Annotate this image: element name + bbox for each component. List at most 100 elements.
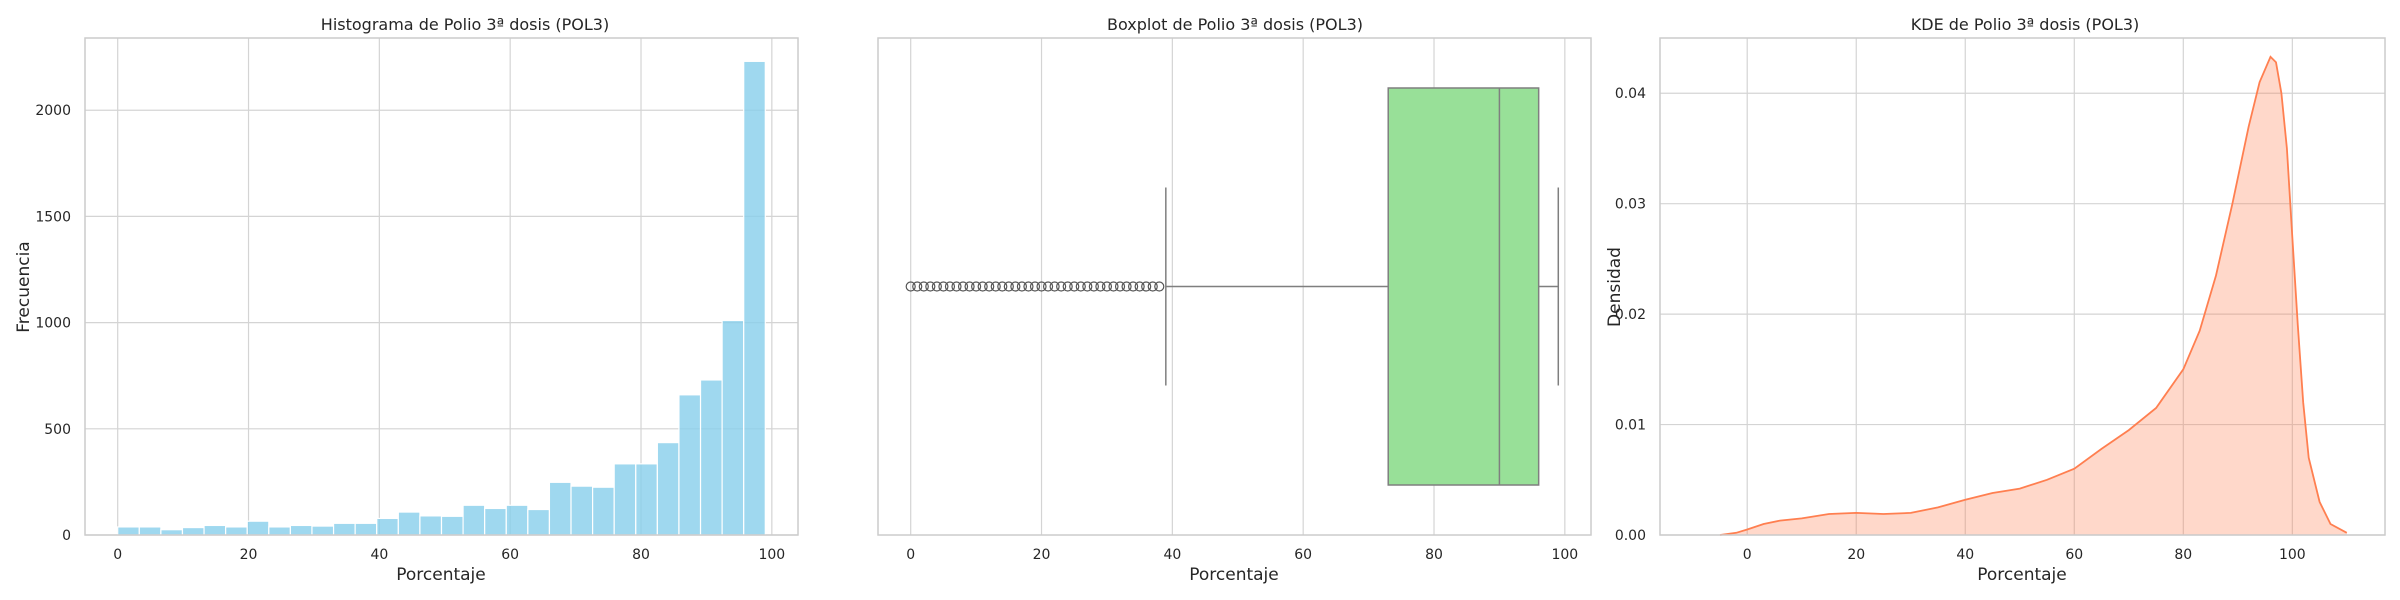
boxplot-x-tick-label: 60 <box>1294 547 1312 563</box>
histogram-bar <box>548 481 572 536</box>
histogram-x-axis-label: Porcentaje <box>396 565 486 585</box>
histogram-y-tick-label: 2000 <box>35 103 71 119</box>
boxplot-outlier <box>905 281 916 292</box>
histogram-x-ticks: 0 20 40 60 80 100 <box>113 547 785 563</box>
boxplot-outlier <box>944 281 956 292</box>
boxplot-x-tick-label: 100 <box>1551 547 1578 563</box>
boxplot-outlier <box>1147 281 1158 292</box>
kde-frame <box>1659 37 2386 536</box>
boxplot-box <box>1387 87 1540 486</box>
kde-y-axis-label: Densidad <box>1605 247 1625 327</box>
boxplot-frame <box>877 37 1592 536</box>
kde-panel: KDE de Polio 3ª dosis (POL3) 0 20 40 60 80 10… <box>1605 15 2386 585</box>
boxplot-outlier <box>1075 281 1086 292</box>
boxplot-outlier <box>1049 281 1060 292</box>
kde-x-tick-label: 40 <box>1956 547 1974 563</box>
histogram-bar <box>160 529 184 536</box>
kde-x-ticks: 0 20 40 60 80 100 <box>1743 547 2306 563</box>
boxplot-title: Boxplot de Polio 3ª dosis (POL3) <box>1107 15 1363 34</box>
kde-y-tick-label: 0.03 <box>1615 197 1646 213</box>
boxplot-outlier <box>1062 281 1073 292</box>
histogram-bar <box>311 525 335 536</box>
histogram-bar <box>678 394 702 536</box>
histogram-bar <box>332 522 356 536</box>
histogram-bar <box>656 442 680 536</box>
boxplot-x-ticks: 0 20 40 60 80 100 <box>906 547 1578 563</box>
kde-y-tick-label: 0.02 <box>1615 307 1646 323</box>
kde-y-tick-label: 0.04 <box>1615 86 1646 102</box>
boxplot-outlier <box>1128 281 1139 292</box>
boxplot-outlier <box>1069 281 1080 292</box>
boxplot-outlier <box>1082 281 1093 292</box>
boxplot-outlier <box>1095 281 1106 292</box>
kde-y-tick-label: 0.01 <box>1615 418 1646 434</box>
histogram-bar <box>440 515 464 536</box>
boxplot-outlier <box>1114 281 1126 292</box>
boxplot-outlier <box>951 281 962 292</box>
histogram-x-tick-label: 80 <box>632 547 650 563</box>
histogram-x-tick-label: 100 <box>758 547 785 563</box>
histogram-bar <box>376 517 399 536</box>
histogram-bar <box>225 526 248 536</box>
histogram-bar <box>505 504 529 536</box>
boxplot-outlier <box>1010 281 1021 292</box>
boxplot-outlier <box>938 281 949 292</box>
boxplot-panel: Boxplot de Polio 3ª dosis (POL3) 0 20 40 60… <box>877 15 1592 585</box>
boxplot-outlier <box>912 281 923 292</box>
kde-line <box>1719 55 2348 536</box>
boxplot-outlier <box>1101 281 1113 292</box>
boxplot-outlier <box>1036 281 1047 292</box>
boxplot-outlier <box>1056 281 1067 292</box>
histogram-frame <box>84 37 799 536</box>
histogram-bar <box>613 463 637 536</box>
histogram-bar <box>268 526 291 536</box>
histogram-bar <box>397 511 421 536</box>
boxplot-marks <box>905 87 1560 486</box>
histogram-title: Histograma de Polio 3ª dosis (POL3) <box>321 15 609 34</box>
histogram-bar <box>138 526 162 536</box>
histogram-x-tick-label: 40 <box>370 547 388 563</box>
histogram-y-tick-label: 0 <box>62 528 71 544</box>
histogram-bar <box>699 379 723 536</box>
boxplot-outlier <box>925 281 936 292</box>
histogram-bar <box>484 507 507 536</box>
histogram-y-tick-label: 1000 <box>35 316 71 332</box>
histogram-y-tick-label: 500 <box>44 422 71 438</box>
kde-y-ticks: 0.00 0.01 0.02 0.03 0.04 <box>1615 86 1646 544</box>
histogram-x-tick-label: 20 <box>240 547 258 563</box>
boxplot-outlier <box>977 281 988 292</box>
boxplot-outlier <box>990 281 1001 292</box>
histogram-x-tick-label: 60 <box>501 547 519 563</box>
boxplot-outlier <box>997 281 1008 292</box>
histogram-bar <box>592 486 615 536</box>
boxplot-outlier <box>1003 281 1014 292</box>
histogram-bar <box>354 522 378 536</box>
histogram-bar <box>743 60 766 536</box>
kde-y-tick-label: 0.00 <box>1615 528 1646 544</box>
histogram-bar <box>246 520 270 536</box>
histogram-y-axis-label: Frecuencia <box>14 241 34 332</box>
kde-area-fill <box>1719 56 2347 536</box>
histogram-panel: Histograma de Polio 3ª dosis (POL3) 0 20 4… <box>14 15 799 585</box>
kde-title: KDE de Polio 3ª dosis (POL3) <box>1911 15 2140 34</box>
histogram-bar <box>419 515 443 536</box>
boxplot-outlier <box>1029 281 1041 292</box>
boxplot-outlier <box>957 281 969 292</box>
histogram-bar <box>721 319 745 536</box>
kde-x-tick-label: 80 <box>2174 547 2192 563</box>
boxplot-outlier <box>1088 281 1099 292</box>
histogram-y-tick-label: 1500 <box>35 209 71 225</box>
boxplot-x-tick-label: 80 <box>1425 547 1443 563</box>
boxplot-outlier <box>1023 281 1034 292</box>
boxplot-x-tick-label: 0 <box>906 547 915 563</box>
boxplot-outlier <box>971 281 982 292</box>
boxplot-outlier <box>1141 281 1152 292</box>
histogram-bar <box>181 526 205 536</box>
boxplot-outlier <box>1154 281 1165 292</box>
histogram-bar <box>462 504 486 536</box>
kde-x-tick-label: 0 <box>1743 547 1752 563</box>
boxplot-outlier <box>1016 281 1028 292</box>
boxplot-outlier <box>918 281 929 292</box>
histogram-x-tick-label: 0 <box>113 547 122 563</box>
